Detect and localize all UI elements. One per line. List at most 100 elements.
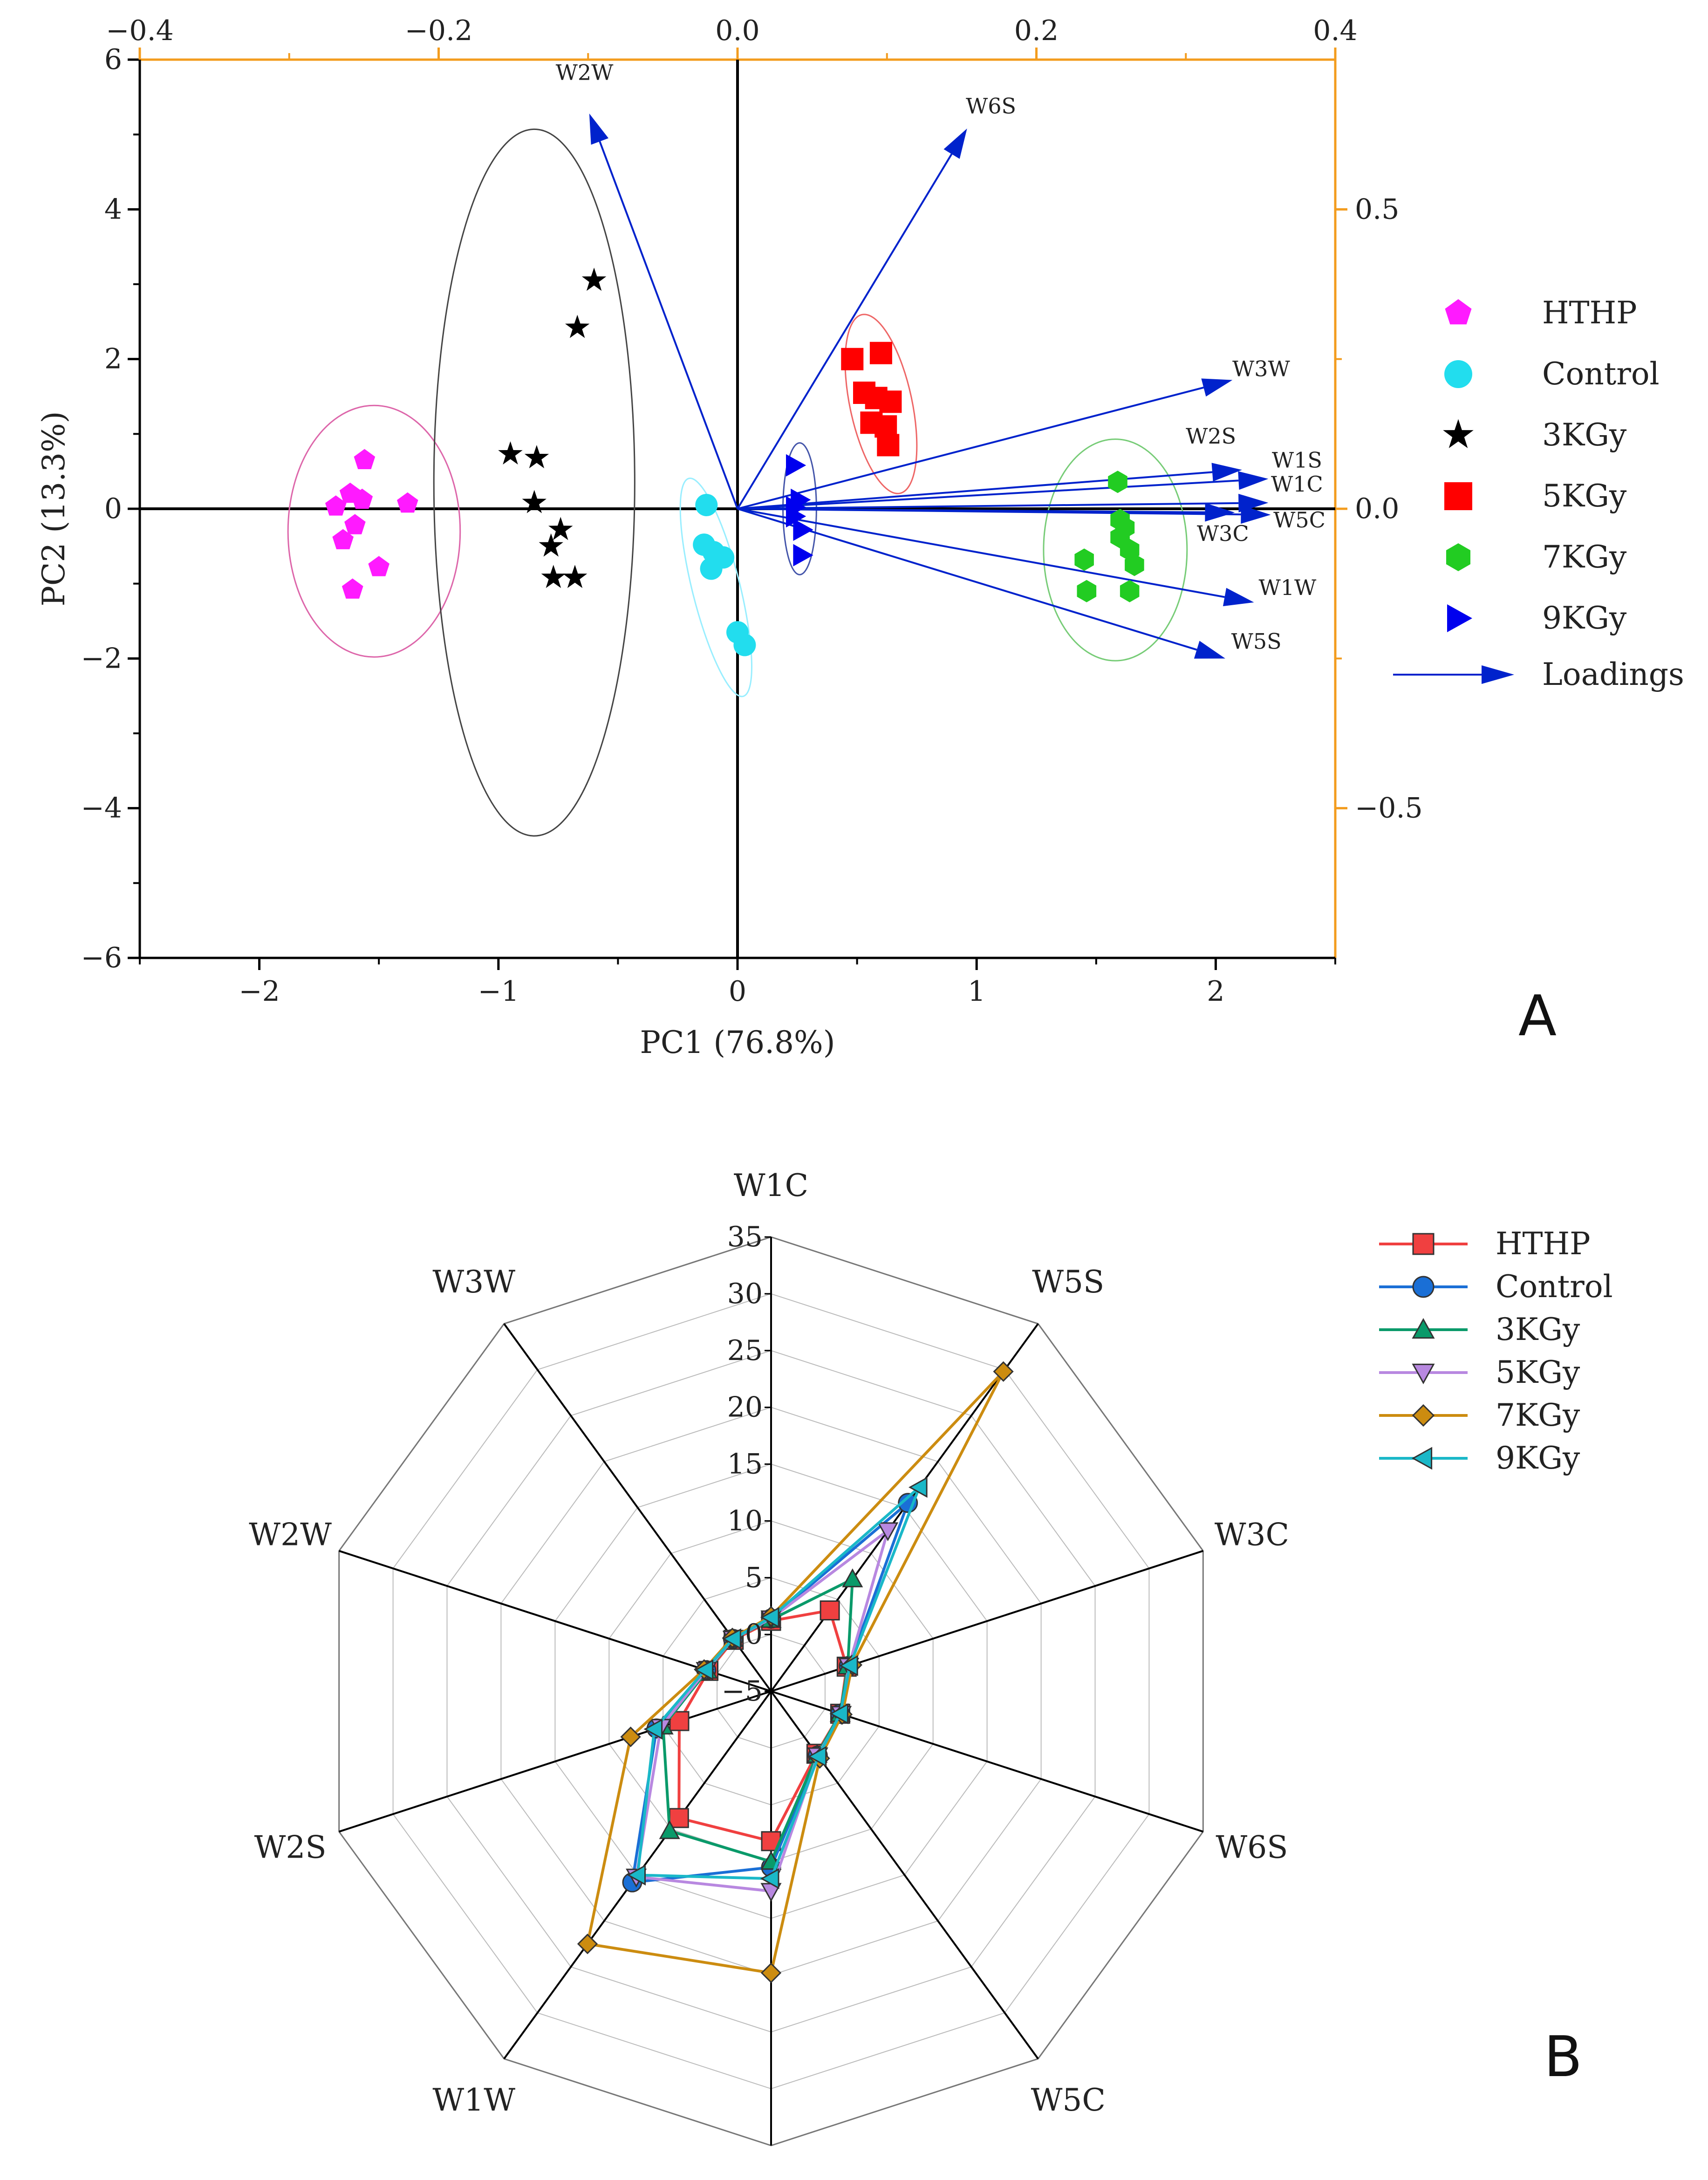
loading-label-W3W: W3W (1232, 356, 1291, 382)
loading-W3W-shaft (737, 386, 1204, 510)
point-HTHP-W5S (820, 1600, 840, 1620)
axis-label-W5C: W5C (1031, 2082, 1106, 2118)
y-tick-label: 4 (104, 193, 122, 226)
r-tick-label: 5 (745, 1561, 763, 1594)
legend-marker-5KGy (1444, 482, 1472, 510)
top-tick-label: −0.4 (106, 14, 174, 47)
legend-marker-5KGy (1412, 1363, 1435, 1385)
point-9KGy-5 (793, 519, 813, 541)
legend-marker-3KGy (1412, 1318, 1435, 1339)
top-tick-label: 0.0 (715, 14, 759, 47)
point-9KGy-W1C (760, 1607, 779, 1628)
point-HTHP-8 (368, 556, 389, 576)
x-tick-label: 1 (968, 975, 985, 1008)
point-3KGy-4 (524, 445, 549, 469)
loading-W1S (737, 471, 1269, 510)
loading-W2W-head (589, 113, 609, 145)
radar-axis-labels: W1CW5SW3CW6SW5CW1SW1WW2SW2WW3W (249, 1168, 1289, 2180)
loading-label-W5C: W5C (1273, 507, 1325, 533)
point-9KGy-W2W (694, 1659, 714, 1681)
point-HTHP-W1S (761, 1831, 781, 1852)
loading-W1S-head (1238, 471, 1269, 490)
point-3KGy-2 (565, 314, 590, 338)
axis-label-W3C: W3C (1215, 1517, 1289, 1553)
point-Control-5 (700, 557, 723, 580)
loading-label-W2S: W2S (1186, 424, 1236, 449)
point-5KGy-W5S (877, 1522, 899, 1541)
legend-marker-Control (1412, 1276, 1435, 1298)
y-tick-label: −2 (81, 642, 122, 675)
axis-label-W1W: W1W (432, 2082, 515, 2118)
loading-W1C-shaft (737, 502, 1239, 510)
point-Control-1 (695, 493, 718, 516)
legend-marker-9KGy (1447, 604, 1472, 632)
loading-W2S (737, 463, 1242, 510)
loading-W1W (737, 508, 1254, 607)
legend: HTHP Control 3KGy 5KGy 7KGy 9KGy (1379, 1226, 1613, 1476)
loading-W1S-shaft (737, 479, 1239, 510)
loading-label-W1S: W1S (1272, 448, 1322, 473)
point-9KGy-W3W (722, 1628, 741, 1650)
ellipse-Control (679, 478, 752, 697)
point-9KGy-W3C (839, 1655, 858, 1676)
x-tick-label: 2 (1207, 975, 1224, 1008)
legend-label-Control: Control (1496, 1269, 1613, 1305)
point-3KGy-7 (539, 533, 563, 557)
point-7KGy-W2S (620, 1726, 641, 1748)
point-Control-7 (733, 634, 756, 656)
ellipse-7KGy (1043, 438, 1188, 662)
point-7KGy-8 (1077, 580, 1097, 602)
radar-series (577, 1361, 1014, 1983)
point-3KGy-8 (541, 565, 566, 588)
point-3KGy-W1W (659, 1820, 680, 1839)
legend: HTHP Control 3KGy 5KGy 7KGy 9KGy Loadings (1393, 295, 1684, 692)
legend-label-HTHP: HTHP (1542, 295, 1637, 331)
r-tick-label: 35 (727, 1221, 763, 1253)
point-HTHP-6 (344, 514, 366, 534)
loading-W5C-shaft (737, 508, 1241, 516)
point-5KGy-5 (879, 390, 902, 413)
y-tick-label: 6 (104, 43, 122, 76)
top-tick-label: 0.2 (1014, 14, 1059, 47)
loading-W5S (737, 508, 1225, 659)
loading-W5C-head (1241, 505, 1271, 524)
loading-W5C (737, 505, 1271, 524)
point-5KGy-2 (869, 342, 892, 364)
legend-label-5KGy: 5KGy (1496, 1354, 1580, 1390)
r-tick-label: 25 (727, 1334, 763, 1367)
loading-W2W (589, 113, 738, 509)
legend-label-9KGy: 9KGy (1542, 600, 1627, 636)
axis-label-W6S: W6S (1216, 1829, 1288, 1865)
right-tick-label: 0.5 (1355, 193, 1399, 226)
point-HTHP-5 (325, 495, 347, 516)
right-tick-label: 0.0 (1355, 492, 1399, 525)
r-tick-label: 30 (727, 1278, 763, 1310)
radial-ticks: −5 0 5 10 15 20 25 30 35 (722, 1221, 771, 1708)
x-axis-title: PC1 (76.8%) (640, 1025, 835, 1060)
point-9KGy-W6S (829, 1703, 848, 1724)
legend-label-3KGy: 3KGy (1496, 1312, 1580, 1347)
legend-label-loadings: Loadings (1542, 656, 1684, 692)
point-7KGy-W1S (760, 1962, 782, 1983)
pca-biplot: −2 −1 0 1 2 −6 −4 −2 0 2 4 6−0.4 −0.2 0.0 0.2 0.4 0.5 0.0… (36, 14, 1684, 1060)
x-tick-label: −1 (478, 975, 519, 1008)
loading-W5S-head (1194, 641, 1225, 659)
point-3KGy-9 (562, 565, 588, 588)
series-9KGy (627, 1476, 928, 1889)
legend-label-Control: Control (1542, 356, 1660, 392)
legend-marker-HTHP (1445, 299, 1472, 325)
legend-loadings-arrow (1393, 665, 1514, 684)
loading-W6S-head (943, 128, 967, 159)
r-tick-label: 10 (727, 1504, 763, 1537)
axis-label-W3W: W3W (432, 1264, 515, 1300)
ellipse-HTHP (287, 404, 461, 658)
point-7KGy-7 (1074, 548, 1094, 571)
legend-label-5KGy: 5KGy (1542, 478, 1627, 514)
y-tick-label: −4 (81, 792, 122, 825)
ellipse-3KGy (433, 128, 635, 837)
panel-label-b: B (1544, 2025, 1582, 2090)
point-5KGy-8 (877, 434, 900, 457)
r-tick-label: −5 (722, 1675, 763, 1708)
